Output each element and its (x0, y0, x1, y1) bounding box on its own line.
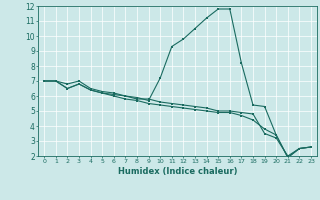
X-axis label: Humidex (Indice chaleur): Humidex (Indice chaleur) (118, 167, 237, 176)
